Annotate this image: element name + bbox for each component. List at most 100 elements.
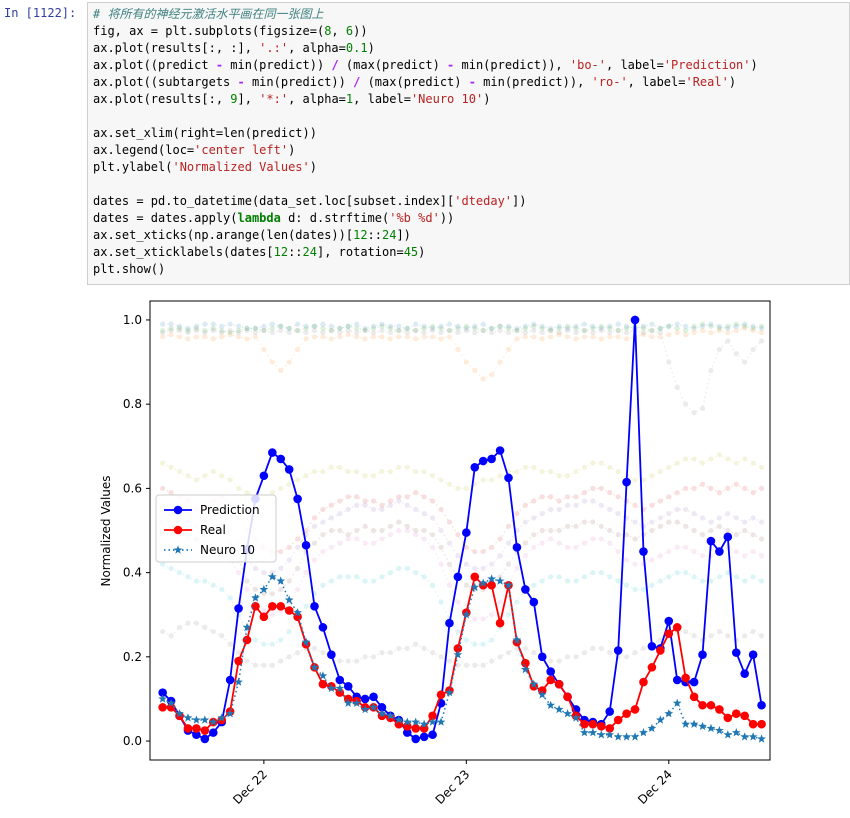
neuron-trace-point	[590, 460, 596, 466]
neuron-trace-point	[168, 327, 174, 334]
neuron-trace-point	[269, 359, 275, 365]
neuron-trace-point	[742, 527, 748, 534]
neuron-trace-point	[556, 325, 562, 331]
series-real-point	[251, 601, 260, 611]
series-prediction-point	[301, 540, 311, 550]
series-prediction-point	[402, 728, 412, 737]
series-prediction-point	[200, 734, 210, 744]
neuron-trace-point	[446, 561, 453, 567]
neuron-trace-point	[244, 327, 250, 334]
series-prediction-point	[225, 675, 235, 685]
neuron-trace-point	[252, 325, 259, 331]
neuron-trace-point	[252, 329, 259, 336]
neuron-trace-point	[176, 570, 183, 576]
neuron-trace-point	[548, 327, 554, 334]
code-editor[interactable]: # 将所有的神经元激活水平画在同一张图上 fig, ax = plt.subplo…	[93, 6, 758, 278]
neuron-trace-point	[649, 502, 655, 508]
series-prediction-point	[318, 623, 328, 632]
neuron-trace-point	[286, 325, 292, 331]
neuron-trace-point	[328, 515, 334, 521]
neuron-trace-point	[531, 544, 537, 550]
series-real-point	[318, 679, 328, 689]
neuron-trace-point	[750, 346, 756, 353]
neuron-trace-point	[556, 498, 562, 504]
neuron-trace-point	[733, 351, 739, 357]
neuron-trace-point	[750, 628, 756, 635]
neuron-trace-point	[758, 519, 765, 525]
neuron-trace-point	[691, 574, 697, 580]
neuron-trace-point	[615, 468, 621, 475]
series-real-point	[234, 656, 243, 666]
neuron-trace-point	[345, 574, 351, 580]
code-line-15: ax.set_xticklabels(dates[12::24], rotati…	[93, 245, 426, 259]
neuron-trace-point	[649, 519, 655, 525]
neuron-trace-point	[497, 553, 503, 559]
neuron-trace-point	[548, 468, 554, 475]
y-tick-label: 1.0	[123, 313, 142, 327]
neuron-trace-point	[413, 336, 419, 342]
neuron-trace-point	[463, 327, 469, 334]
code-line-13: dates = dates.apply(lambda d: d.strftime…	[93, 211, 455, 225]
series-neuro-10	[158, 572, 766, 743]
neuron-trace	[160, 561, 765, 647]
neuron-trace-point	[235, 334, 242, 340]
neuron-trace-point	[564, 323, 571, 329]
neuron-trace-point	[607, 506, 613, 513]
neuron-trace-point	[691, 329, 697, 336]
neuron-trace-point	[590, 325, 596, 331]
neuron-trace-point	[632, 536, 638, 542]
neuron-trace-point	[573, 329, 579, 336]
neuron-trace-point	[160, 329, 166, 336]
neuron-trace-point	[345, 532, 351, 538]
neuron-trace-point	[463, 662, 469, 668]
neuron-trace-point	[160, 485, 166, 491]
neuron-trace-point	[758, 325, 765, 331]
neuron-trace-point	[716, 574, 722, 580]
neuron-trace-point	[446, 519, 453, 525]
neuron-trace-point	[539, 325, 545, 331]
neuron-trace-point	[235, 323, 242, 329]
code-cell[interactable]: # 将所有的神经元激活水平画在同一张图上 fig, ax = plt.subplo…	[87, 2, 850, 285]
series-neuro-10-line	[162, 575, 762, 740]
neuron-trace-point	[564, 502, 571, 508]
neuron-trace-point	[733, 515, 739, 521]
neuron-trace-point	[590, 323, 596, 329]
series-neuro-10-point	[681, 719, 690, 728]
neuron-trace-point	[278, 658, 284, 664]
neuron-trace-point	[531, 321, 537, 327]
neuron-trace-point	[733, 481, 739, 487]
series-neuro-10-point	[259, 584, 269, 594]
neuron-trace-point	[210, 336, 216, 342]
neuron-trace-point	[640, 477, 647, 483]
neuron-trace-point	[278, 565, 284, 571]
neuron-trace-point	[311, 523, 318, 529]
neuron-trace-point	[649, 327, 655, 334]
neuron-trace-point	[396, 327, 402, 334]
neuron-trace-point	[514, 325, 520, 331]
neuron-trace-point	[657, 515, 663, 521]
neuron-trace-point	[649, 321, 655, 327]
neuron-trace-point	[396, 565, 402, 571]
series-neuro-10-point	[234, 677, 243, 686]
neuron-trace-point	[362, 502, 368, 508]
neuron-trace-point	[404, 502, 410, 508]
neuron-trace-point	[758, 485, 765, 491]
series-prediction-point	[647, 642, 657, 651]
series-prediction-point	[757, 700, 766, 710]
neuron-trace-point	[649, 334, 655, 340]
neuron-trace-point	[202, 624, 208, 630]
neuron-trace-point	[758, 338, 765, 344]
neuron-trace-point	[716, 490, 722, 496]
neuron-trace-point	[674, 325, 680, 331]
neuron-trace-point	[742, 325, 748, 331]
series-real-point	[656, 646, 665, 655]
neuron-trace-point	[615, 548, 621, 555]
neuron-trace-point	[455, 485, 461, 491]
series-neuro-10-point	[571, 713, 581, 722]
neuron-trace-point	[708, 367, 714, 374]
neuron-trace-point	[556, 332, 562, 338]
series-real-point	[554, 679, 564, 689]
series-real-point	[672, 623, 682, 632]
neuron-trace-point	[295, 346, 301, 353]
neuron-trace-point	[421, 329, 427, 336]
